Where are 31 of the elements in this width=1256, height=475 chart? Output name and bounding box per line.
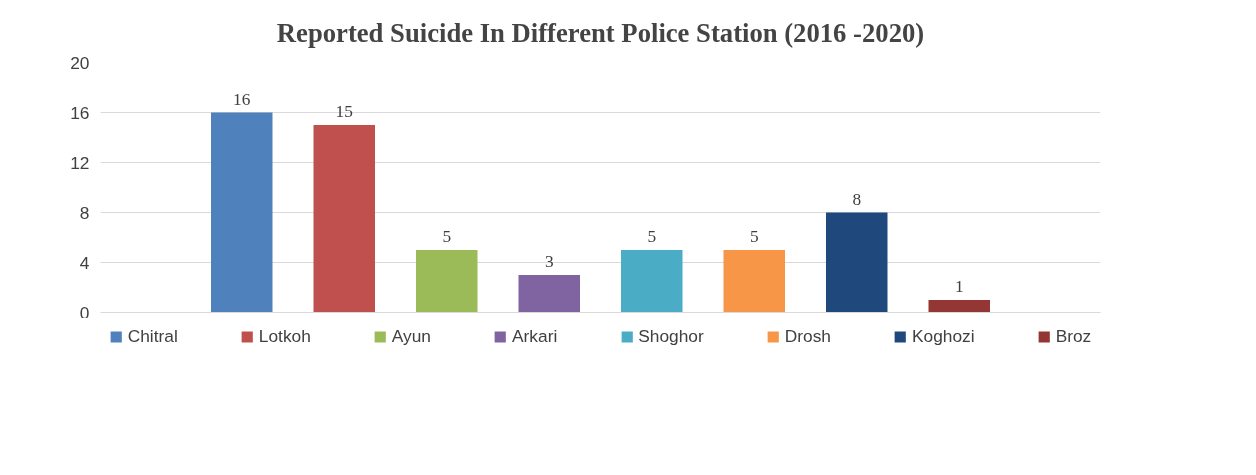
legend-label: Arkari — [512, 325, 558, 347]
bar — [826, 212, 888, 313]
legend-label: Lotkoh — [258, 325, 311, 347]
data-label: 8 — [852, 189, 862, 209]
bar — [621, 250, 683, 313]
y-tick-label: 4 — [79, 252, 90, 273]
legend-label: Broz — [1055, 325, 1092, 347]
y-tick-label: 20 — [70, 52, 90, 73]
y-tick-label: 12 — [70, 152, 90, 173]
bar — [518, 275, 580, 313]
data-label: 5 — [442, 227, 452, 246]
bar — [928, 300, 990, 313]
legend-label: Koghozi — [912, 325, 975, 347]
data-label: 3 — [544, 252, 554, 271]
legend-label: Shoghor — [638, 325, 704, 347]
data-label: 5 — [749, 227, 759, 246]
legend-label: Ayun — [391, 325, 432, 347]
data-label: 1 — [954, 277, 964, 296]
y-tick-label: 0 — [79, 302, 90, 323]
y-tick-label: 16 — [70, 102, 90, 123]
legend-label: Drosh — [784, 325, 832, 347]
chart-title: Reported Suicide In Different Police Station (2016 -2020) — [276, 17, 925, 48]
data-label: 15 — [335, 102, 353, 121]
data-label: 16 — [233, 89, 251, 109]
bar — [723, 250, 785, 313]
legend-label: Chitral — [127, 325, 178, 347]
bar — [211, 112, 273, 313]
data-label: 5 — [647, 227, 657, 246]
y-tick-label: 8 — [79, 202, 90, 223]
bar — [416, 250, 478, 313]
bar — [313, 125, 375, 313]
